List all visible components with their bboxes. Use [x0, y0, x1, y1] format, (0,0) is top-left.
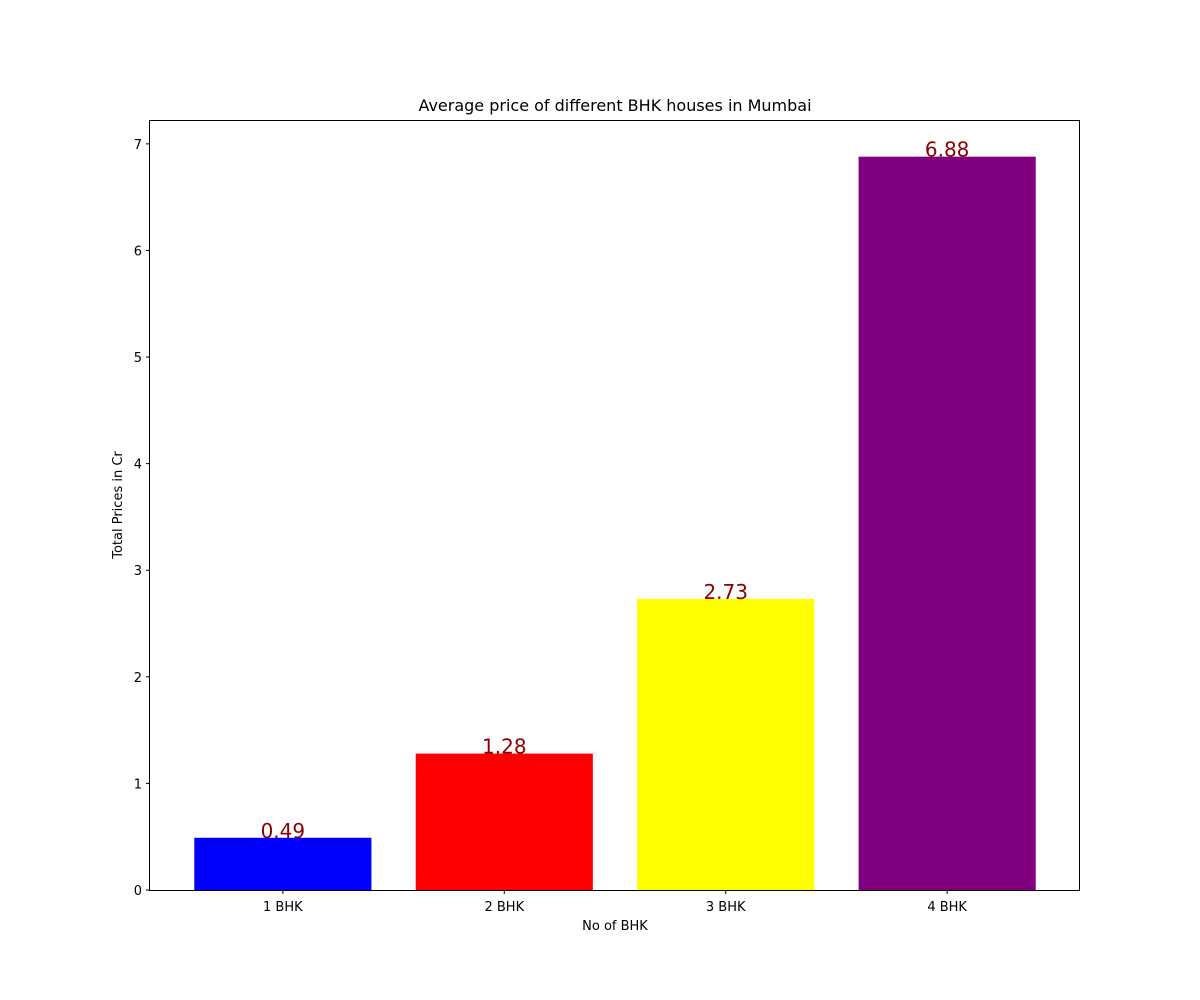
y-tick-label: 7: [134, 138, 142, 153]
bar-1: [194, 837, 372, 890]
x-tick-label: 2 BHK: [484, 900, 524, 915]
data-label-3: 2.73: [703, 580, 748, 604]
chart-title: Average price of different BHK houses in…: [418, 96, 811, 115]
y-tick-label: 4: [134, 458, 142, 473]
y-tick-label: 3: [134, 564, 142, 579]
data-label-2: 1.28: [482, 735, 527, 759]
x-tick-label: 4 BHK: [927, 900, 967, 915]
bar-3: [637, 599, 815, 890]
y-axis-label: Total Prices in Cr: [111, 451, 126, 560]
bar-4: [858, 156, 1036, 890]
x-axis-label: No of BHK: [582, 919, 648, 934]
data-labels: 0.49 1.28 2.73 6.88: [261, 138, 970, 843]
y-tick-label: 5: [134, 351, 142, 366]
bar-2: [415, 753, 593, 890]
y-tick-label: 0: [134, 884, 142, 899]
data-label-4: 6.88: [925, 138, 970, 162]
x-tick-label: 3 BHK: [706, 900, 746, 915]
y-tick-label: 1: [134, 777, 142, 792]
y-tick-label: 6: [134, 244, 142, 259]
bar-series: [194, 156, 1036, 890]
data-label-1: 0.49: [261, 819, 306, 843]
plot-frame: [149, 120, 1080, 891]
x-tick-label: 1 BHK: [263, 900, 303, 915]
y-axis: 0 1 2 3 4 5 6 7: [134, 138, 150, 899]
y-tick-label: 2: [134, 671, 142, 686]
x-axis: 1 BHK 2 BHK 3 BHK 4 BHK: [263, 890, 967, 915]
